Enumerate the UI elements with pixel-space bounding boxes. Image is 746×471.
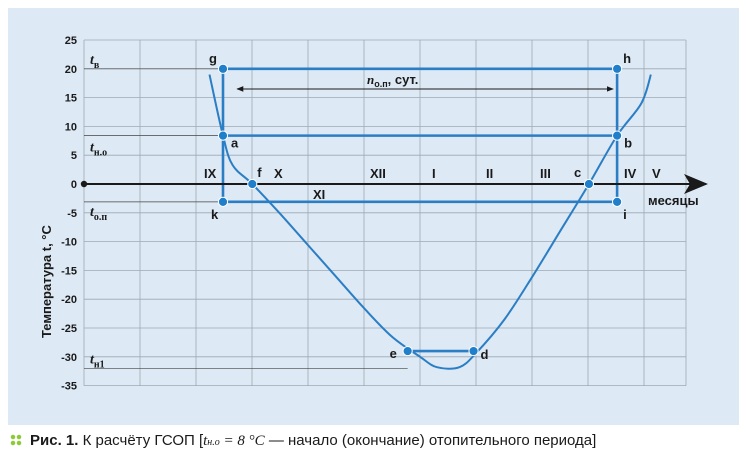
month-label: X (274, 166, 283, 181)
caption-formula: = 8 °С (219, 433, 265, 449)
y-tick-label: 0 (71, 179, 77, 191)
key-point-label: a (231, 136, 239, 151)
y-tick-label: 20 (65, 64, 77, 76)
key-point-f (247, 178, 258, 190)
y-tick-label: 15 (65, 93, 77, 105)
caption-prefix: Рис. 1. (30, 432, 79, 449)
month-label: III (540, 166, 551, 181)
month-label: XI (313, 187, 325, 202)
heating-period-chart: 25 20 15 10 5 0 -5 -10 -15 -20 -25 -30 -35 nо.п, сут… (39, 35, 708, 393)
key-point-label: c (574, 165, 581, 180)
month-label: IX (204, 166, 217, 181)
y-tick-label: 10 (65, 121, 77, 133)
key-point-h (612, 63, 623, 74)
key-point-label: b (624, 136, 632, 151)
month-label: IV (624, 166, 637, 181)
y-tick-label: -35 (61, 381, 77, 393)
period-rectangles (221, 67, 619, 353)
y-tick-label: -25 (61, 323, 77, 335)
y-tick-label: 25 (65, 35, 77, 47)
figure-caption: Рис. 1. К расчёту ГСОП [tн.о = 8 °С — на… (10, 432, 740, 450)
month-label: V (652, 166, 661, 181)
key-points: g h a b f c k i e d (209, 51, 632, 362)
key-point-label: h (623, 51, 631, 66)
month-label: II (486, 166, 493, 181)
level-labels: tв tн.о tо.п tн1 (90, 53, 107, 371)
y-tick-label: 5 (71, 150, 77, 162)
bullet-dots-icon (10, 434, 22, 446)
y-tick-label: -10 (61, 237, 77, 249)
caption-suffix: — начало (окончание) отопительного перио… (264, 432, 597, 449)
caption-text: К расчёту ГСОП [ (82, 432, 204, 449)
key-point-d (468, 345, 479, 357)
y-tick-labels: 25 20 15 10 5 0 -5 -10 -15 -20 -25 -30 -35 (61, 35, 77, 393)
y-axis-label: Температура t, °C (39, 224, 54, 338)
key-point-e (402, 345, 413, 357)
key-point-i (612, 196, 623, 207)
level-label: tо.п (90, 205, 107, 223)
level-label: tн.о (90, 141, 107, 159)
caption-t-sub: н.о (207, 437, 220, 448)
month-label: XII (370, 166, 386, 181)
key-point-label: d (481, 347, 489, 362)
level-label: tв (90, 53, 100, 71)
y-tick-label: -20 (61, 294, 77, 306)
level-label: tн1 (90, 352, 105, 370)
key-point-label: i (623, 207, 627, 222)
temperature-curve (208, 74, 652, 370)
y-tick-label: -15 (61, 265, 77, 277)
caption-t: t (203, 433, 208, 449)
y-tick-label: -5 (67, 208, 77, 220)
key-point-label: k (211, 207, 219, 222)
key-point-k (217, 196, 229, 207)
level-guide-lines (84, 68, 408, 369)
grid-lines (83, 39, 687, 387)
month-label: I (432, 166, 436, 181)
key-point-label: e (390, 346, 397, 361)
key-point-a (217, 130, 229, 141)
key-point-label: g (209, 51, 217, 66)
x-axis-origin-dot (80, 180, 88, 188)
key-point-label: f (257, 165, 262, 180)
key-point-b (612, 130, 623, 141)
key-point-g (217, 63, 229, 74)
period-label: nо.п, сут. (367, 72, 418, 89)
x-axis-label: месяцы (648, 193, 699, 208)
key-point-c (583, 178, 595, 190)
period-duration-arrow: nо.п, сут. (236, 72, 614, 92)
y-tick-label: -30 (61, 352, 77, 364)
